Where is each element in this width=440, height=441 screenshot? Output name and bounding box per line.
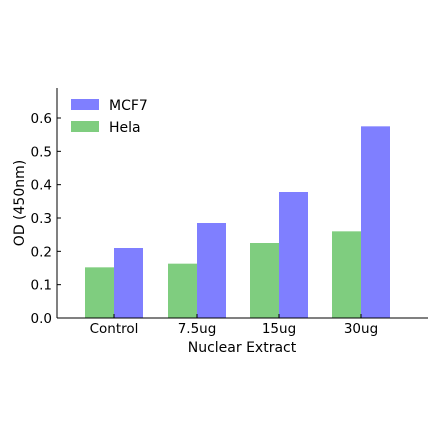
bar-mcf7-30ug bbox=[361, 126, 390, 318]
legend: MCF7 Hela bbox=[71, 98, 148, 136]
x-tick-label: 15ug bbox=[262, 321, 296, 337]
bar-hela-15ug bbox=[250, 243, 279, 318]
y-tick-label: 0.0 bbox=[31, 311, 52, 327]
y-tick-label: 0.5 bbox=[31, 144, 52, 160]
legend-swatch-mcf7 bbox=[71, 99, 99, 110]
y-tick-label: 0.2 bbox=[31, 244, 52, 260]
bar-mcf7-7-5ug bbox=[197, 223, 226, 318]
bar-mcf7-control bbox=[114, 248, 143, 318]
y-tick-label: 0.4 bbox=[31, 178, 52, 194]
y-tick-label: 0.1 bbox=[31, 278, 52, 294]
bar-hela-30ug bbox=[332, 231, 361, 318]
x-tick-label: 7.5ug bbox=[178, 321, 217, 337]
legend-label-mcf7: MCF7 bbox=[109, 98, 148, 114]
legend-swatch-hela bbox=[71, 121, 99, 132]
legend-label-hela: Hela bbox=[109, 120, 141, 136]
x-axis-ticks: Control 7.5ug 15ug 30ug bbox=[90, 314, 378, 337]
x-axis-title: Nuclear Extract bbox=[188, 340, 297, 356]
bar-hela-7-5ug bbox=[168, 263, 197, 318]
y-tick-label: 0.3 bbox=[31, 211, 52, 227]
y-axis-ticks: 0.0 0.1 0.2 0.3 0.4 0.5 0.6 bbox=[31, 111, 61, 327]
y-tick-label: 0.6 bbox=[31, 111, 52, 127]
x-tick-label: Control bbox=[90, 321, 139, 337]
bar-mcf7-15ug bbox=[279, 192, 308, 318]
y-axis-title: OD (450nm) bbox=[12, 160, 28, 246]
bars-group bbox=[85, 126, 390, 318]
x-tick-label: 30ug bbox=[344, 321, 378, 337]
bar-hela-control bbox=[85, 267, 114, 318]
